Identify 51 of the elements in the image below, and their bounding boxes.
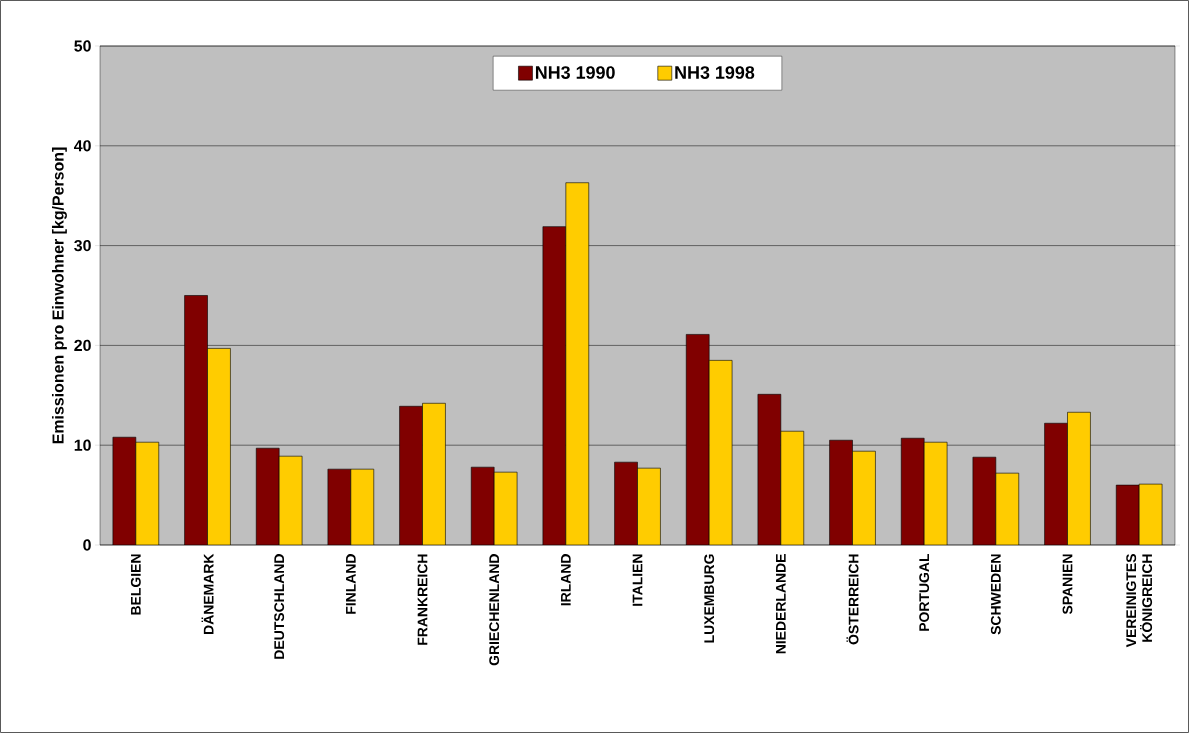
bar <box>900 437 925 545</box>
x-tick-label: ÖSTERREICH <box>846 554 859 645</box>
x-tick-label: GRIECHENLAND <box>489 554 500 666</box>
x-tick-label: NIEDERLANDE <box>776 554 786 654</box>
bar <box>1067 411 1091 545</box>
bar <box>852 450 876 545</box>
bar <box>278 455 303 545</box>
bar <box>565 182 590 545</box>
x-tick-label: SCHWEDEN <box>990 554 1001 635</box>
bar <box>829 439 853 545</box>
y-tick-label: 10 <box>74 439 91 451</box>
x-tick-label: LUXEMBURG <box>704 554 715 643</box>
y-axis-title: Emissionen pro Einwohner [kg/Person] <box>51 147 67 444</box>
x-tick-label: ITALIEN <box>632 554 643 606</box>
bar <box>135 441 160 545</box>
bar <box>1044 422 1068 545</box>
bar <box>207 348 231 545</box>
y-tick-label: 40 <box>73 140 91 152</box>
bar <box>972 456 997 545</box>
x-tick-label: DÄNEMARK <box>201 553 214 634</box>
bar <box>614 461 638 545</box>
bar <box>1115 484 1140 545</box>
bar <box>350 468 375 545</box>
bar <box>637 467 661 545</box>
bar <box>757 394 782 545</box>
x-tick-label: BELGIEN <box>130 554 141 615</box>
bar <box>995 472 1020 545</box>
bar <box>470 466 495 545</box>
legend-label: NH3 1998 <box>675 66 755 79</box>
bar <box>112 436 137 545</box>
legend-label: NH3 1990 <box>535 66 615 79</box>
bar <box>422 402 446 545</box>
bar <box>255 447 280 545</box>
bar <box>399 405 423 545</box>
bar <box>780 430 805 545</box>
bar <box>708 360 733 545</box>
x-tick-label: IRLAND <box>561 554 571 606</box>
x-tick-label: PORTUGAL <box>919 553 930 631</box>
bar <box>685 334 710 545</box>
y-tick-label: 30 <box>74 239 91 252</box>
bar <box>923 441 948 545</box>
x-tick-label: DEUTSCHLAND <box>274 554 285 659</box>
y-tick-label: 20 <box>74 339 91 352</box>
bar <box>184 295 208 545</box>
x-tick-label: FRANKREICH <box>417 554 428 645</box>
x-tick-label: VEREINIGTES KÖNIGREICH <box>1126 554 1153 648</box>
y-tick-label: 0 <box>83 539 91 551</box>
y-tick-label: 50 <box>74 40 91 52</box>
bar <box>542 226 567 545</box>
x-tick-label: FINLAND <box>346 554 356 614</box>
x-tick-label: SPANIEN <box>1062 554 1073 615</box>
